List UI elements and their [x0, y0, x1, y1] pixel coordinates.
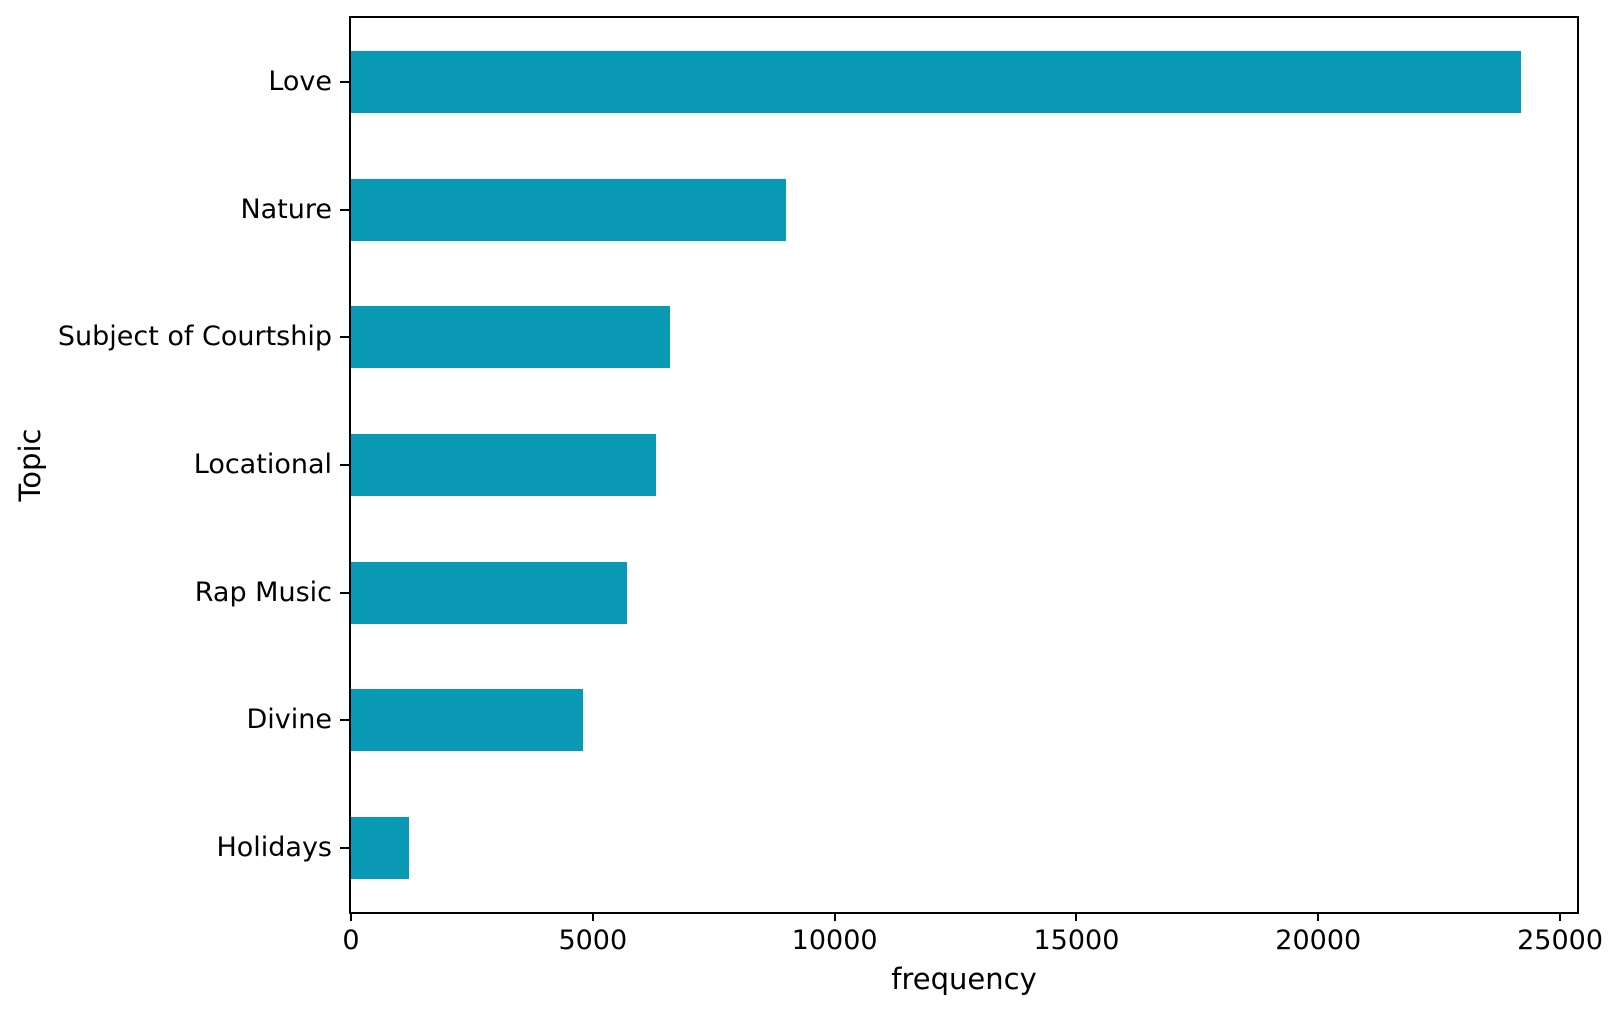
- bar-nature: [351, 178, 787, 241]
- y-tick-label: Rap Music: [194, 576, 332, 608]
- y-tick-mark: [340, 847, 349, 850]
- y-tick-label: Divine: [246, 704, 333, 736]
- y-tick-mark: [340, 591, 349, 594]
- bar-rap-music: [351, 561, 627, 624]
- y-tick-label: Nature: [240, 193, 332, 225]
- x-tick-label: 25000: [1517, 925, 1604, 956]
- x-tick-mark: [833, 912, 836, 921]
- y-tick-label: Holidays: [216, 832, 332, 864]
- bar-love: [351, 50, 1522, 113]
- bar-holidays: [351, 817, 410, 880]
- x-tick-mark: [1317, 912, 1320, 921]
- x-axis-label: frequency: [891, 962, 1037, 996]
- x-tick-label: 10000: [791, 925, 878, 956]
- x-tick-label: 5000: [558, 925, 628, 956]
- bar-divine: [351, 689, 584, 752]
- x-tick-mark: [1075, 912, 1078, 921]
- x-tick-label: 20000: [1275, 925, 1362, 956]
- y-tick-label: Love: [268, 65, 332, 97]
- x-tick-label: 15000: [1033, 925, 1120, 956]
- x-tick-mark: [350, 912, 352, 921]
- y-tick-mark: [340, 464, 349, 466]
- y-tick-mark: [340, 336, 349, 339]
- x-tick-mark: [1559, 912, 1562, 921]
- bar-locational: [351, 434, 656, 496]
- x-tick-mark: [591, 912, 594, 921]
- y-tick-mark: [340, 719, 349, 722]
- y-tick-label: Subject of Courtship: [57, 321, 332, 353]
- y-tick-label: Locational: [193, 449, 332, 480]
- y-tick-mark: [340, 208, 349, 211]
- bar-subject-of-courtship: [351, 306, 671, 369]
- plot-area: [340, 16, 1579, 914]
- x-tick-label: 0: [342, 925, 360, 956]
- y-tick-mark: [340, 80, 349, 83]
